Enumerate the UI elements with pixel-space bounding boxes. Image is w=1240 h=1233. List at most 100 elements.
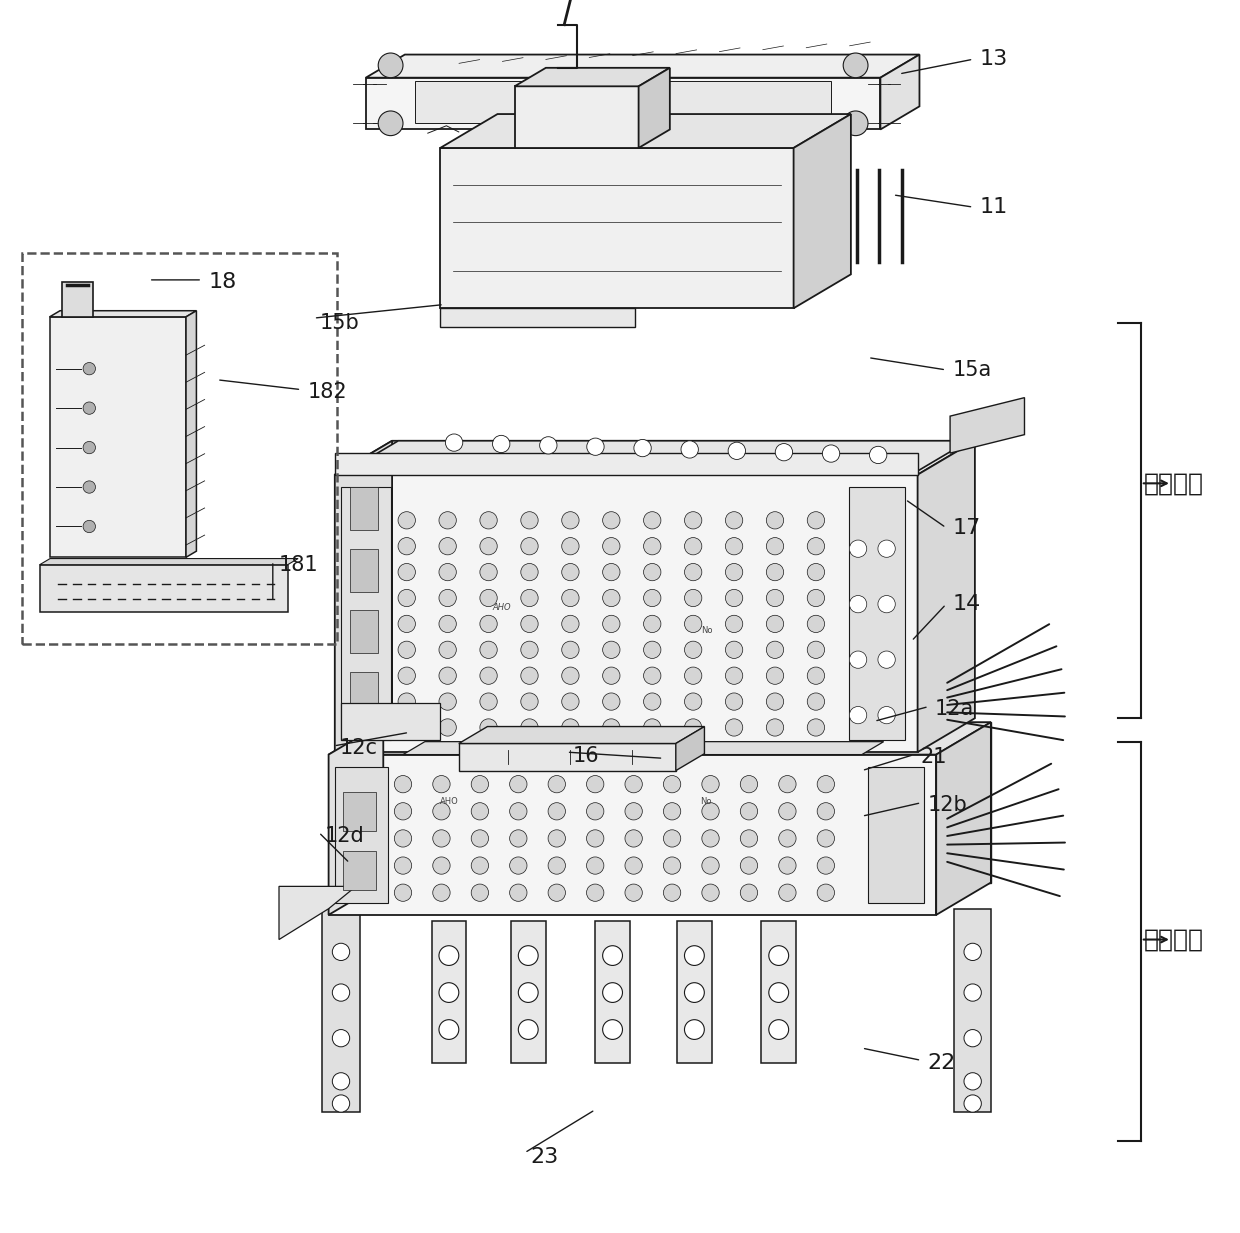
Circle shape xyxy=(603,589,620,607)
Text: 17: 17 xyxy=(952,518,981,538)
Polygon shape xyxy=(794,115,851,308)
Circle shape xyxy=(740,830,758,847)
Circle shape xyxy=(725,589,743,607)
Polygon shape xyxy=(511,921,546,1063)
Circle shape xyxy=(725,641,743,658)
Circle shape xyxy=(849,540,867,557)
Circle shape xyxy=(817,776,835,793)
Circle shape xyxy=(725,719,743,736)
Circle shape xyxy=(963,1073,981,1090)
Circle shape xyxy=(603,983,622,1002)
Circle shape xyxy=(681,441,698,459)
Circle shape xyxy=(807,641,825,658)
Text: No: No xyxy=(701,625,713,635)
Circle shape xyxy=(684,946,704,965)
Circle shape xyxy=(963,943,981,961)
Polygon shape xyxy=(40,565,288,612)
Circle shape xyxy=(766,667,784,684)
Text: 固定部分: 固定部分 xyxy=(1143,927,1203,952)
Circle shape xyxy=(779,776,796,793)
Circle shape xyxy=(83,402,95,414)
Circle shape xyxy=(471,884,489,901)
Circle shape xyxy=(521,512,538,529)
Text: 181: 181 xyxy=(279,555,319,575)
Circle shape xyxy=(878,651,895,668)
Polygon shape xyxy=(383,723,991,883)
Circle shape xyxy=(684,667,702,684)
Polygon shape xyxy=(595,921,630,1063)
Polygon shape xyxy=(329,755,936,915)
Circle shape xyxy=(766,693,784,710)
Circle shape xyxy=(83,481,95,493)
Polygon shape xyxy=(335,475,918,752)
Circle shape xyxy=(766,719,784,736)
Circle shape xyxy=(562,563,579,581)
Circle shape xyxy=(725,512,743,529)
Circle shape xyxy=(644,589,661,607)
Circle shape xyxy=(394,857,412,874)
Text: 12b: 12b xyxy=(928,795,967,815)
Circle shape xyxy=(644,719,661,736)
Circle shape xyxy=(725,693,743,710)
Text: 18: 18 xyxy=(208,272,237,292)
Circle shape xyxy=(521,538,538,555)
Circle shape xyxy=(83,363,95,375)
Circle shape xyxy=(394,776,412,793)
Polygon shape xyxy=(868,767,924,903)
Circle shape xyxy=(702,830,719,847)
Circle shape xyxy=(378,111,403,136)
Circle shape xyxy=(603,693,620,710)
Circle shape xyxy=(644,641,661,658)
Polygon shape xyxy=(639,68,670,148)
Circle shape xyxy=(83,441,95,454)
Circle shape xyxy=(562,667,579,684)
Circle shape xyxy=(775,444,792,461)
Circle shape xyxy=(480,615,497,633)
Circle shape xyxy=(480,589,497,607)
Polygon shape xyxy=(918,441,975,752)
Polygon shape xyxy=(950,397,1024,454)
Polygon shape xyxy=(341,703,440,740)
Circle shape xyxy=(702,803,719,820)
Circle shape xyxy=(740,884,758,901)
Circle shape xyxy=(725,563,743,581)
Circle shape xyxy=(394,830,412,847)
Circle shape xyxy=(603,512,620,529)
Circle shape xyxy=(562,538,579,555)
Circle shape xyxy=(817,857,835,874)
Circle shape xyxy=(725,538,743,555)
Text: AHO: AHO xyxy=(440,797,459,806)
Polygon shape xyxy=(186,311,196,557)
Circle shape xyxy=(663,830,681,847)
Circle shape xyxy=(644,538,661,555)
Circle shape xyxy=(625,830,642,847)
Polygon shape xyxy=(954,909,991,1112)
Circle shape xyxy=(332,943,350,961)
Circle shape xyxy=(807,589,825,607)
Circle shape xyxy=(740,857,758,874)
Circle shape xyxy=(603,563,620,581)
Polygon shape xyxy=(350,672,378,715)
Circle shape xyxy=(963,984,981,1001)
Circle shape xyxy=(625,803,642,820)
Circle shape xyxy=(480,563,497,581)
Circle shape xyxy=(548,776,565,793)
Circle shape xyxy=(587,830,604,847)
Circle shape xyxy=(439,563,456,581)
Circle shape xyxy=(471,803,489,820)
Polygon shape xyxy=(329,723,991,755)
Polygon shape xyxy=(415,81,831,123)
Polygon shape xyxy=(50,311,196,317)
Circle shape xyxy=(439,1020,459,1039)
Circle shape xyxy=(587,776,604,793)
Polygon shape xyxy=(341,487,391,740)
Polygon shape xyxy=(440,308,635,327)
Circle shape xyxy=(766,538,784,555)
Circle shape xyxy=(480,641,497,658)
Text: 16: 16 xyxy=(573,746,599,766)
Circle shape xyxy=(398,667,415,684)
Circle shape xyxy=(394,803,412,820)
Circle shape xyxy=(587,438,604,455)
Circle shape xyxy=(433,803,450,820)
Circle shape xyxy=(644,667,661,684)
